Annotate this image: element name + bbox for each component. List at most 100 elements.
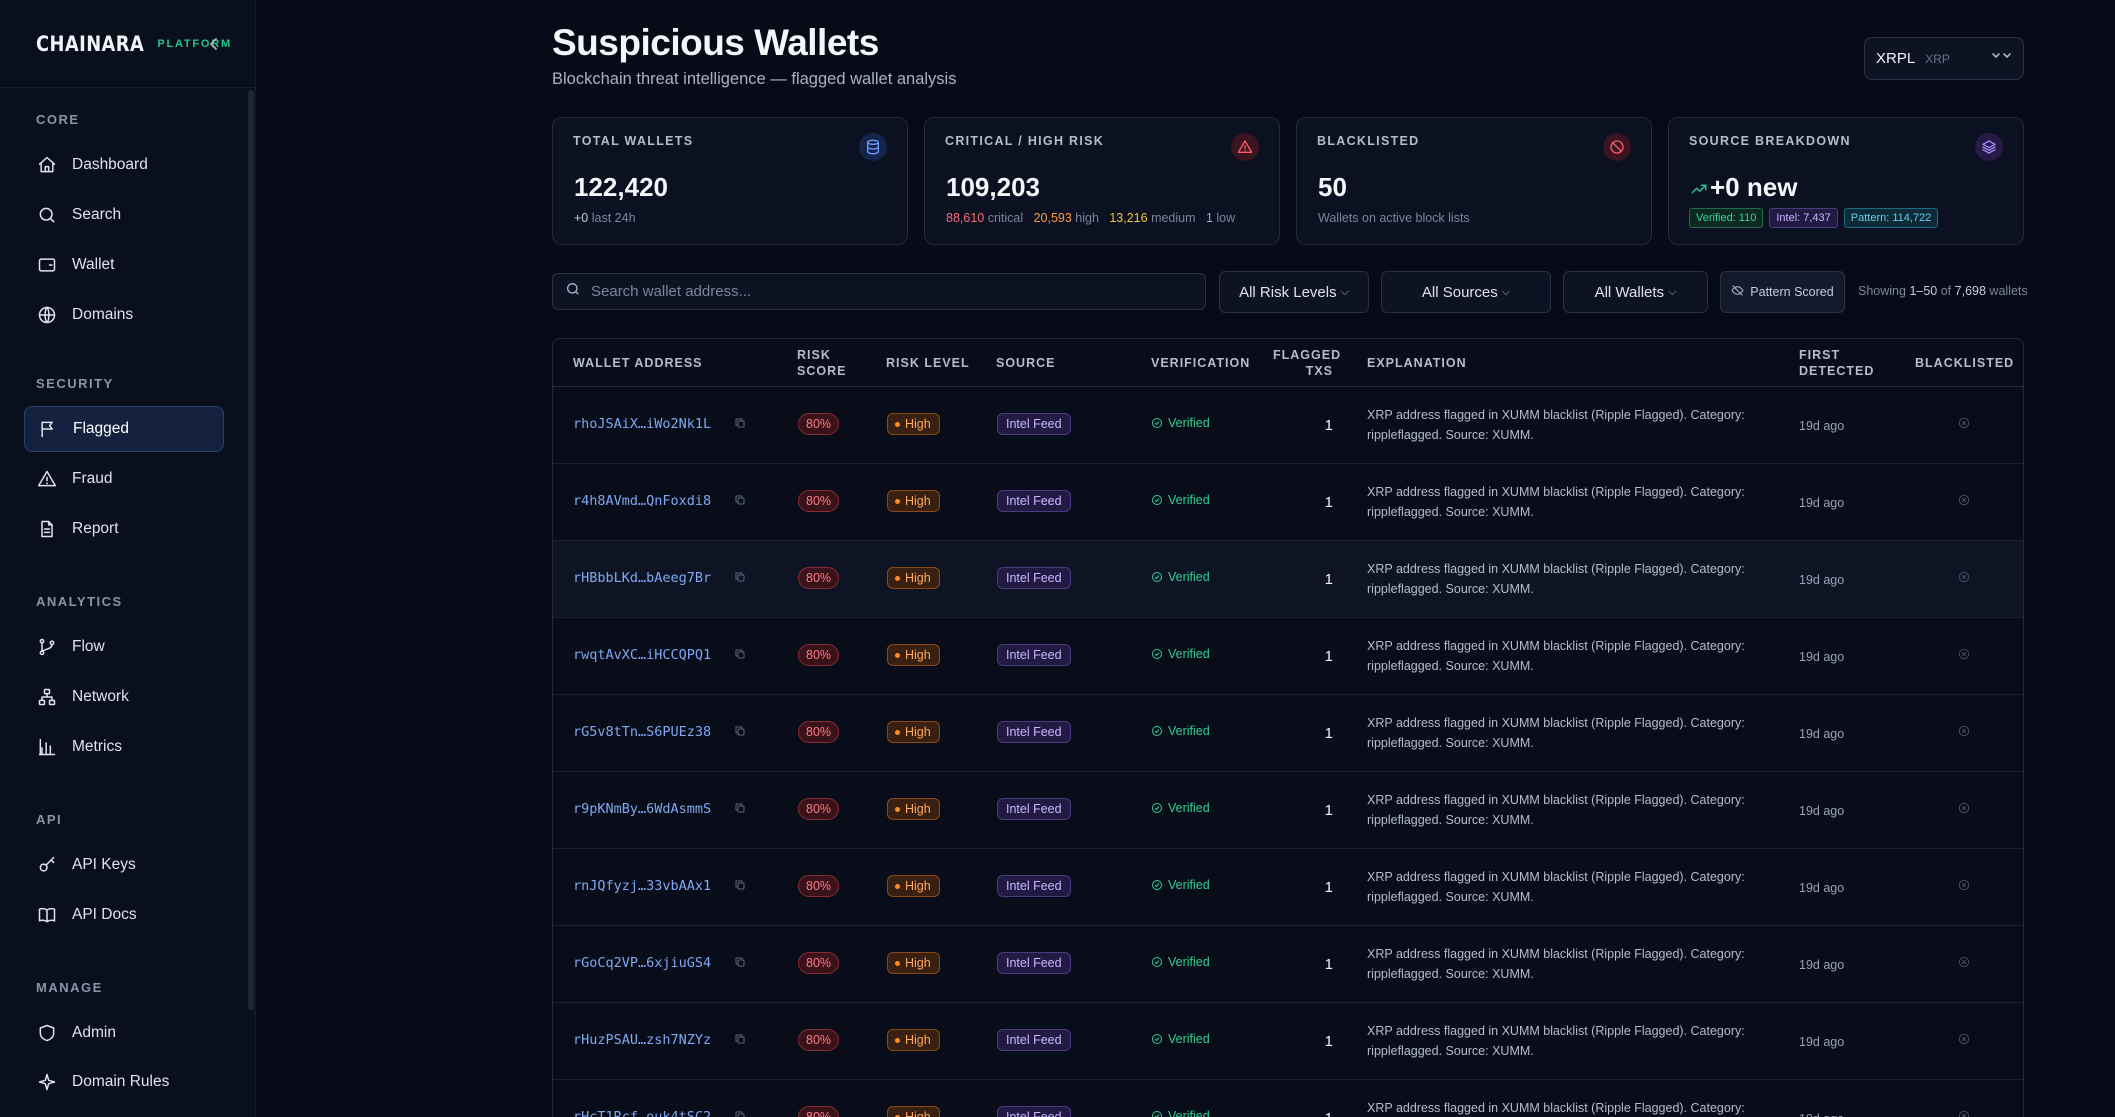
explanation-text: XRP address flagged in XUMM blacklist (R… [1367,716,1745,750]
header-verification[interactable]: VERIFICATION [1151,356,1251,370]
sidebar-item-label: Domains [72,306,134,323]
copy-icon[interactable] [734,493,748,507]
flagged-txs-count: 1 [1324,494,1333,511]
table-row[interactable]: r4h8AVmd…QnFoxdi8 80% High Intel Feed Verifi… [553,464,2023,541]
first-detected: 19d ago [1799,727,1845,741]
copy-icon[interactable] [734,801,748,815]
verification-status: Verified [1151,878,1210,892]
sidebar-item-network[interactable]: Network [24,674,224,720]
table-row[interactable]: rwqtAvXC…iHCCQPQ1 80% High Intel Feed Verifi… [553,618,2023,695]
risk-dot [895,421,900,427]
sidebar-item-api-docs[interactable]: API Docs [24,892,224,938]
trending-up-icon [1691,184,1707,194]
sidebar-item-flow[interactable]: Flow [24,624,224,670]
copy-icon[interactable] [734,878,748,892]
copy-icon[interactable] [734,724,748,738]
table-row[interactable]: rHcT1Rcf…ouk4tSC2 80% High Intel Feed Verifi… [553,1080,2023,1117]
blacklist-toggle-icon[interactable] [1957,724,1971,738]
sidebar-item-report[interactable]: Report [24,506,224,552]
header-source[interactable]: SOURCE [996,356,1056,370]
verification-status: Verified [1151,724,1210,738]
risk-level-badge: High [887,413,940,435]
copy-icon[interactable] [734,1032,748,1046]
wallet-icon [36,254,58,276]
wallet-address-link[interactable]: rGoCq2VP…6xjiuGS4 [573,955,712,971]
sidebar-item-wallet[interactable]: Wallet [24,242,224,288]
copy-icon[interactable] [734,647,748,661]
header-risk-level[interactable]: RISK LEVEL [886,356,970,370]
sidebar-item-dashboard[interactable]: Dashboard [24,142,224,188]
copy-icon[interactable] [734,570,748,584]
table-row[interactable]: rHBbbLKd…bAeeg7Br 80% High Intel Feed Verifi… [553,541,2023,618]
table-row[interactable]: rGoCq2VP…6xjiuGS4 80% High Intel Feed Verifi… [553,926,2023,1003]
header-blacklisted: BLACKLISTED [1915,356,2015,370]
source-filter[interactable]: All Sources ⌵ [1381,271,1551,313]
sidebar-item-admin[interactable]: Admin [24,1010,224,1056]
blacklist-toggle-icon[interactable] [1957,1109,1971,1117]
blacklist-toggle-icon[interactable] [1957,493,1971,507]
wallet-address-link[interactable]: rHuzPSAU…zsh7NZYz [573,1032,712,1048]
blacklist-toggle-icon[interactable] [1957,647,1971,661]
risk-level-filter[interactable]: All Risk Levels ⌵ [1219,271,1369,313]
blacklist-toggle-icon[interactable] [1957,801,1971,815]
header-wallet-address[interactable]: WALLET ADDRESS [573,356,703,370]
sidebar-item-label: API Keys [72,856,136,873]
table-row[interactable]: rG5v8tTn…S6PUEz38 80% High Intel Feed Verifi… [553,695,2023,772]
showing-of: of [1940,284,1952,298]
wallet-address-link[interactable]: rG5v8tTn…S6PUEz38 [573,724,712,740]
wallet-address-link[interactable]: r4h8AVmd…QnFoxdi8 [573,493,712,509]
sidebar-item-domains[interactable]: Domains [24,292,224,338]
wallet-address-link[interactable]: rHBbbLKd…bAeeg7Br [573,570,712,586]
header-risk-score[interactable]: RISK SCORE [797,347,846,379]
copy-icon[interactable] [734,416,748,430]
sidebar-item-label: Wallet [72,256,115,273]
chain-select[interactable]: XRPL XRP [1864,37,2024,80]
table-row[interactable]: rhoJSAiX…iWo2Nk1L 80% High Intel Feed Verifi… [553,387,2023,464]
blacklist-toggle-icon[interactable] [1957,570,1971,584]
sidebar-item-metrics[interactable]: Metrics [24,724,224,770]
verification-status: Verified [1151,647,1210,661]
explanation-text: XRP address flagged in XUMM blacklist (R… [1367,793,1745,827]
card-value: 122,420 [574,172,668,202]
sidebar-item-label: Fraud [72,470,113,487]
copy-icon[interactable] [734,1109,748,1117]
sidebar-item-flagged[interactable]: Flagged [24,406,224,452]
header-first-detected[interactable]: FIRST DETECTED [1799,347,1874,379]
wallet-address-link[interactable]: rwqtAvXC…iHCCQPQ1 [573,647,712,663]
wallet-address-link[interactable]: r9pKNmBy…6WdAsmmS [573,801,712,817]
page-subtitle: Blockchain threat intelligence — flagged… [552,70,957,88]
sidebar-scrollbar[interactable] [248,90,254,1010]
table-row[interactable]: rnJQfyzj…33vbAAx1 80% High Intel Feed Verifi… [553,849,2023,926]
header-line: SCORE [797,364,847,378]
header-flagged-txs[interactable]: FLAGGED TXS [1273,347,1340,379]
blacklist-toggle-icon[interactable] [1957,416,1971,430]
sidebar-item-domain-rules[interactable]: Domain Rules [24,1059,224,1105]
intel-chip: Intel: 7,437 [1769,208,1838,228]
blacklist-toggle-icon[interactable] [1957,955,1971,969]
wallet-address-link[interactable]: rhoJSAiX…iWo2Nk1L [573,416,712,432]
risk-score-badge: 80% [798,721,840,743]
source-badge: Intel Feed [997,644,1071,666]
wallet-address-link[interactable]: rnJQfyzj…33vbAAx1 [573,878,712,894]
collapse-sidebar-icon[interactable] [204,32,224,56]
sidebar-item-search[interactable]: Search [24,192,224,238]
risk-score-badge: 80% [798,567,840,589]
wallet-address-link[interactable]: rHcT1Rcf…ouk4tSC2 [573,1109,712,1117]
verification-label: Verified [1168,1109,1210,1117]
verification-status: Verified [1151,1032,1210,1046]
risk-score-badge: 80% [798,1106,840,1117]
table-row[interactable]: r9pKNmBy…6WdAsmmS 80% High Intel Feed Verifi… [553,772,2023,849]
blacklist-toggle-icon[interactable] [1957,878,1971,892]
copy-icon[interactable] [734,955,748,969]
wallet-filter[interactable]: All Wallets ⌵ [1563,271,1708,313]
verification-label: Verified [1168,878,1210,892]
sidebar-item-fraud[interactable]: Fraud [24,456,224,502]
blacklist-toggle-icon[interactable] [1957,1032,1971,1046]
table-row[interactable]: rHuzPSAU…zsh7NZYz 80% High Intel Feed Verifi… [553,1003,2023,1080]
verification-label: Verified [1168,1032,1210,1046]
sidebar-item-api-keys[interactable]: API Keys [24,842,224,888]
search-bar[interactable] [552,273,1206,310]
search-input[interactable] [591,283,1191,300]
sidebar-item-label: Flagged [73,420,130,437]
pattern-scored-button[interactable]: Pattern Scored [1720,271,1845,313]
